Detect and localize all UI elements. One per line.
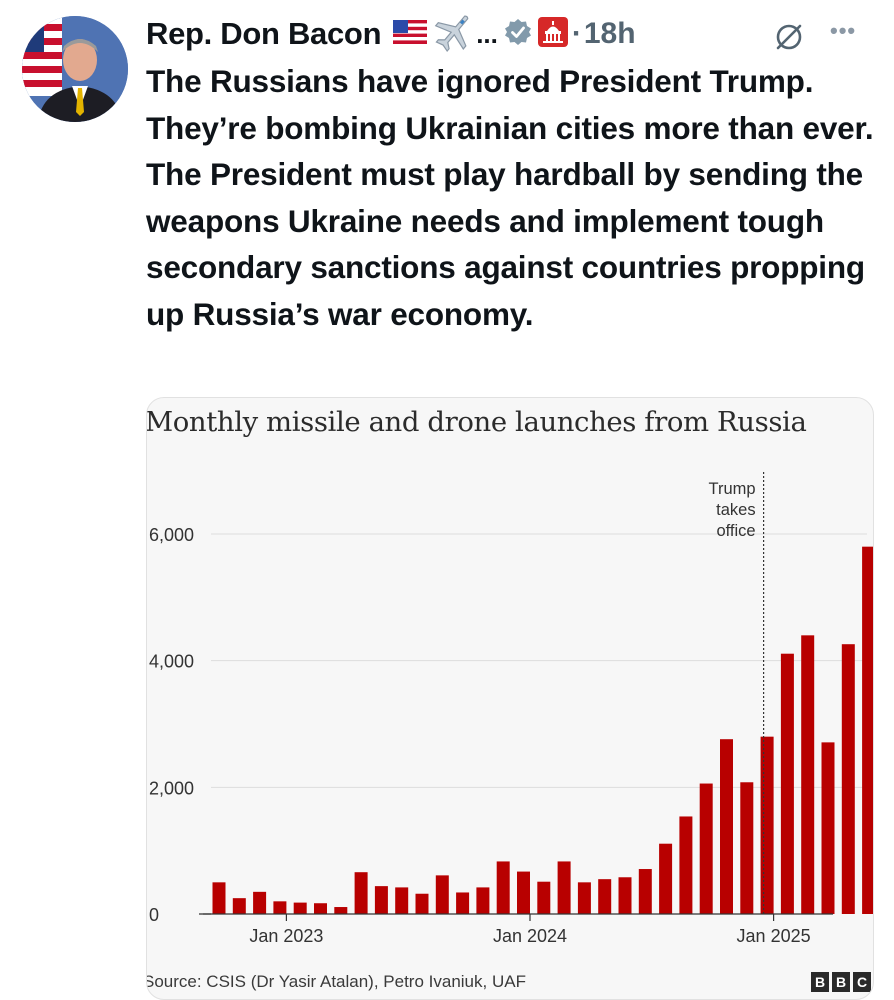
annotation-label: takes (716, 501, 755, 519)
bar-nov-2022 (232, 898, 246, 914)
bar-may-2024 (598, 879, 612, 914)
bar-mar-2023 (314, 903, 327, 914)
bar-jun-2025 (862, 546, 873, 914)
slash-circle-icon[interactable] (772, 20, 806, 59)
bar-dec-2022 (253, 891, 267, 914)
bar-jul-2024 (638, 869, 652, 914)
bar-feb-2023 (293, 902, 307, 914)
tweet-header: Rep. Don Bacon ... (146, 12, 886, 56)
bar-jan-2023 (273, 901, 287, 914)
bbc-logo-letter-3: C (853, 972, 871, 992)
bar-jul-2023 (395, 887, 409, 914)
bar-oct-2022 (212, 882, 226, 914)
bar-jan-2025 (760, 736, 774, 914)
bar-oct-2024 (699, 783, 713, 914)
bar-aug-2023 (415, 893, 429, 914)
tweet-text: The Russians have ignored President Trum… (146, 63, 874, 332)
capitol-badge-icon[interactable] (537, 16, 568, 52)
airplane-emoji (433, 11, 475, 58)
annotation-label: Trump (709, 480, 756, 498)
x-tick-label: Jan 2025 (737, 926, 811, 946)
bar-dec-2024 (740, 782, 754, 914)
author-name[interactable]: Rep. Don Bacon (146, 16, 382, 51)
bar-chart: 0 2,000 4,000 6,000 Jan 2023 Jan 2024 Jan 2025… (149, 472, 873, 946)
y-tick-label: 2,000 (149, 778, 194, 798)
bar-jun-2024 (618, 877, 632, 914)
bar-may-2023 (354, 872, 368, 914)
bar-sep-2023 (435, 875, 449, 914)
meta-separator: · (571, 17, 582, 50)
verified-badge-icon[interactable] (504, 18, 532, 51)
bar-mar-2025 (801, 635, 815, 914)
bar-feb-2025 (780, 653, 794, 914)
bar-mar-2024 (557, 861, 571, 914)
us-flag-emoji (393, 19, 428, 49)
bar-aug-2024 (659, 843, 673, 914)
y-tick-label: 0 (149, 905, 159, 925)
badges-overflow: ... (476, 18, 498, 49)
x-tick-label: Jan 2023 (249, 926, 323, 946)
chart-source: Source: CSIS (Dr Yasir Atalan), Petro Iv… (146, 972, 526, 991)
annotation-label: office (716, 522, 755, 540)
bar-feb-2024 (537, 881, 551, 914)
x-tick-label: Jan 2024 (493, 926, 567, 946)
avatar-photo (22, 16, 128, 122)
bar-dec-2023 (496, 861, 510, 914)
bar-oct-2023 (456, 892, 470, 914)
y-tick-label: 4,000 (149, 652, 194, 672)
post-time[interactable]: 18h (583, 17, 636, 50)
y-tick-label: 6,000 (149, 525, 194, 545)
bbc-logo-letter-1: B (811, 972, 829, 992)
bbc-logo-letter-2: B (832, 972, 850, 992)
bar-jan-2024 (517, 871, 530, 914)
bar-apr-2023 (334, 907, 348, 914)
more-dots-icon[interactable]: ••• (830, 18, 857, 43)
bar-jun-2023 (374, 886, 388, 914)
bar-apr-2025 (821, 742, 835, 914)
bar-nov-2023 (476, 887, 490, 914)
avatar[interactable] (22, 16, 128, 122)
chart-card[interactable]: Monthly missile and drone launches from … (146, 397, 874, 1000)
bar-apr-2024 (577, 882, 591, 914)
bar-sep-2024 (679, 816, 693, 914)
bar-nov-2024 (720, 739, 733, 914)
bar-may-2025 (841, 644, 855, 914)
chart-title: Monthly missile and drone launches from … (146, 406, 807, 438)
